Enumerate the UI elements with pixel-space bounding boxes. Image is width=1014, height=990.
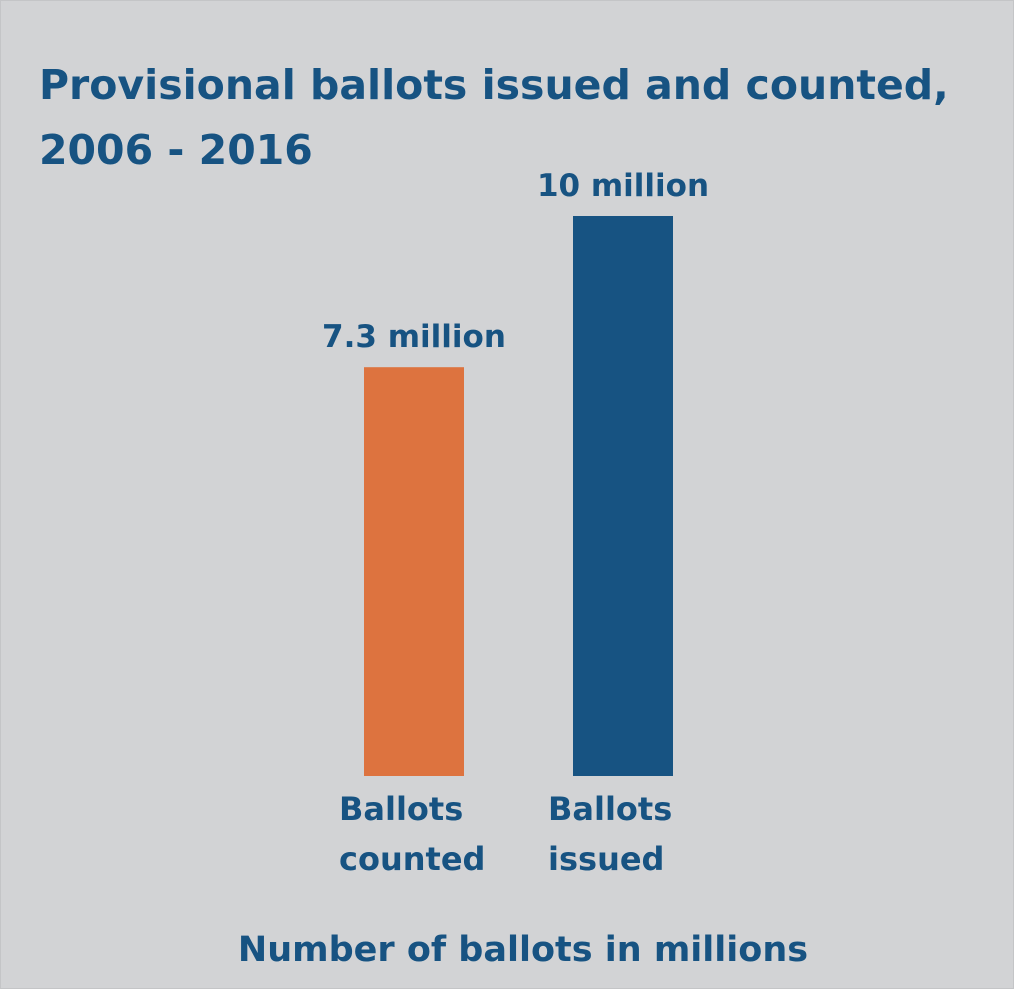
bars-layer [364,216,673,776]
category-label-0-line-1: counted [339,840,485,878]
chart-title-line-2: 2006 - 2016 [39,126,313,174]
bar-0 [364,367,464,776]
category-label-1-line-0: Ballots [548,790,672,828]
value-label-0: 7.3 million [322,319,506,355]
labels-layer: 7.3 million Ballots counted 10 million Ballo… [322,168,709,878]
chart-title-line-1: Provisional ballots issued and counted, [39,61,949,109]
value-label-1: 10 million [537,168,709,204]
bar-1 [573,216,673,776]
category-label-1-line-1: issued [548,840,664,878]
x-axis-title: Number of ballots in millions [238,930,808,970]
category-label-0-line-0: Ballots [339,790,463,828]
